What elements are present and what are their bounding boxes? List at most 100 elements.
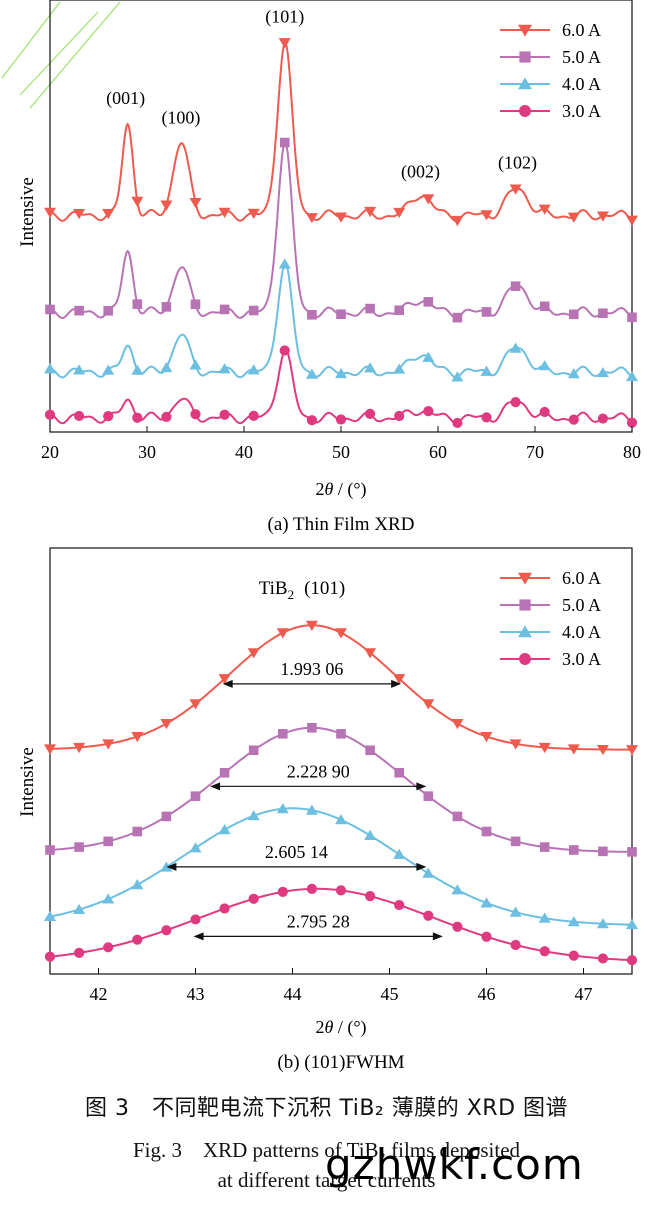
data-marker <box>335 885 347 896</box>
data-marker <box>452 417 463 429</box>
x-tick-label: 20 <box>41 442 59 462</box>
data-marker <box>510 939 521 951</box>
data-marker <box>73 208 86 220</box>
data-marker <box>335 212 347 223</box>
data-marker <box>306 415 317 426</box>
data-marker <box>509 184 522 195</box>
data-marker <box>539 301 550 312</box>
legend-marker <box>518 572 532 585</box>
x-tick-label: 44 <box>284 984 302 1004</box>
data-marker <box>74 947 85 958</box>
panel-a-series <box>44 38 638 429</box>
data-marker <box>218 824 231 835</box>
data-marker <box>509 906 522 917</box>
data-marker <box>510 836 521 847</box>
data-marker <box>44 951 56 962</box>
data-marker <box>190 791 201 801</box>
data-marker <box>422 867 435 878</box>
data-marker <box>103 942 114 953</box>
data-marker <box>626 918 638 930</box>
data-marker <box>423 791 434 801</box>
data-marker <box>422 699 435 710</box>
panel-a: 20 30 40 50 60 70 80 (001) (100) (101) (002) (102)… <box>17 0 641 535</box>
data-marker <box>306 883 317 894</box>
data-marker <box>539 842 550 852</box>
data-marker <box>305 213 318 224</box>
data-marker <box>626 745 638 756</box>
figure-caption-english-line1: Fig. 3 XRD patterns of TiB₂ films deposi… <box>132 1138 521 1162</box>
data-marker <box>279 137 290 148</box>
data-marker <box>451 884 464 895</box>
data-marker <box>102 364 115 375</box>
data-marker <box>161 302 172 312</box>
data-marker <box>423 297 434 307</box>
data-marker <box>335 367 347 379</box>
data-marker <box>422 351 435 362</box>
plot-b-frame <box>49 547 633 975</box>
legend-label: 5.0 A <box>562 47 601 67</box>
data-marker <box>247 364 260 375</box>
data-marker <box>481 412 492 423</box>
data-marker <box>278 258 291 269</box>
data-marker <box>598 308 608 319</box>
data-marker <box>219 903 230 914</box>
legend-label: 3.0 A <box>562 649 601 669</box>
data-marker <box>278 729 288 739</box>
data-marker <box>567 368 580 379</box>
data-marker <box>248 745 259 756</box>
data-marker <box>45 845 55 855</box>
data-marker <box>393 207 406 219</box>
data-marker <box>219 304 230 315</box>
data-marker <box>480 732 493 743</box>
data-marker <box>538 360 551 371</box>
legend-label: 4.0 A <box>562 74 601 94</box>
data-marker <box>422 194 435 205</box>
x-tick-label: 50 <box>332 442 350 462</box>
panel-b-fwhm-arrows: 1.993 06 2.228 90 2.605 14 2.795 28 <box>166 659 443 941</box>
data-marker <box>218 207 231 218</box>
legend-marker <box>519 653 531 665</box>
data-marker <box>247 208 260 220</box>
panel-a-x-ticks: 20 30 40 50 60 70 80 <box>41 426 641 462</box>
data-marker <box>364 648 377 659</box>
data-marker <box>277 886 288 897</box>
data-marker <box>189 842 202 853</box>
legend-label: 6.0 A <box>562 20 601 40</box>
fwhm-value-label: 1.993 06 <box>280 659 343 679</box>
data-marker <box>567 744 580 755</box>
data-marker <box>568 950 579 961</box>
legend-marker <box>518 24 532 37</box>
x-tick-label: 40 <box>235 442 253 462</box>
legend-marker <box>518 625 532 638</box>
data-marker <box>567 212 580 223</box>
data-marker <box>510 281 521 291</box>
legend-label: 4.0 A <box>562 622 601 642</box>
panel-a-ylabel: Intensive <box>17 177 38 247</box>
data-marker <box>480 210 493 221</box>
panel-a-caption: (a) Thin Film XRD <box>268 514 415 535</box>
data-marker <box>597 953 609 964</box>
data-marker <box>73 742 86 754</box>
data-marker <box>44 363 56 374</box>
data-marker <box>74 842 84 852</box>
data-marker <box>247 648 260 659</box>
data-marker <box>626 370 638 382</box>
data-marker <box>364 206 377 218</box>
data-marker <box>218 363 231 374</box>
data-marker <box>160 361 173 373</box>
data-marker <box>102 739 115 750</box>
data-marker <box>102 209 115 220</box>
x-tick-label: 80 <box>623 442 641 462</box>
x-tick-label: 60 <box>429 442 447 462</box>
data-marker <box>596 917 609 929</box>
watermark-text: gzhwkf.com <box>325 1140 584 1189</box>
data-marker <box>160 200 173 211</box>
data-marker <box>305 804 318 815</box>
data-marker <box>45 304 55 315</box>
legend-label: 5.0 A <box>562 595 601 615</box>
data-marker <box>279 345 290 356</box>
series-line-60A <box>49 41 633 222</box>
data-marker <box>307 722 317 733</box>
panel-a-peak-labels: (001) (100) (101) (002) (102) <box>106 7 537 183</box>
data-marker <box>131 879 144 890</box>
